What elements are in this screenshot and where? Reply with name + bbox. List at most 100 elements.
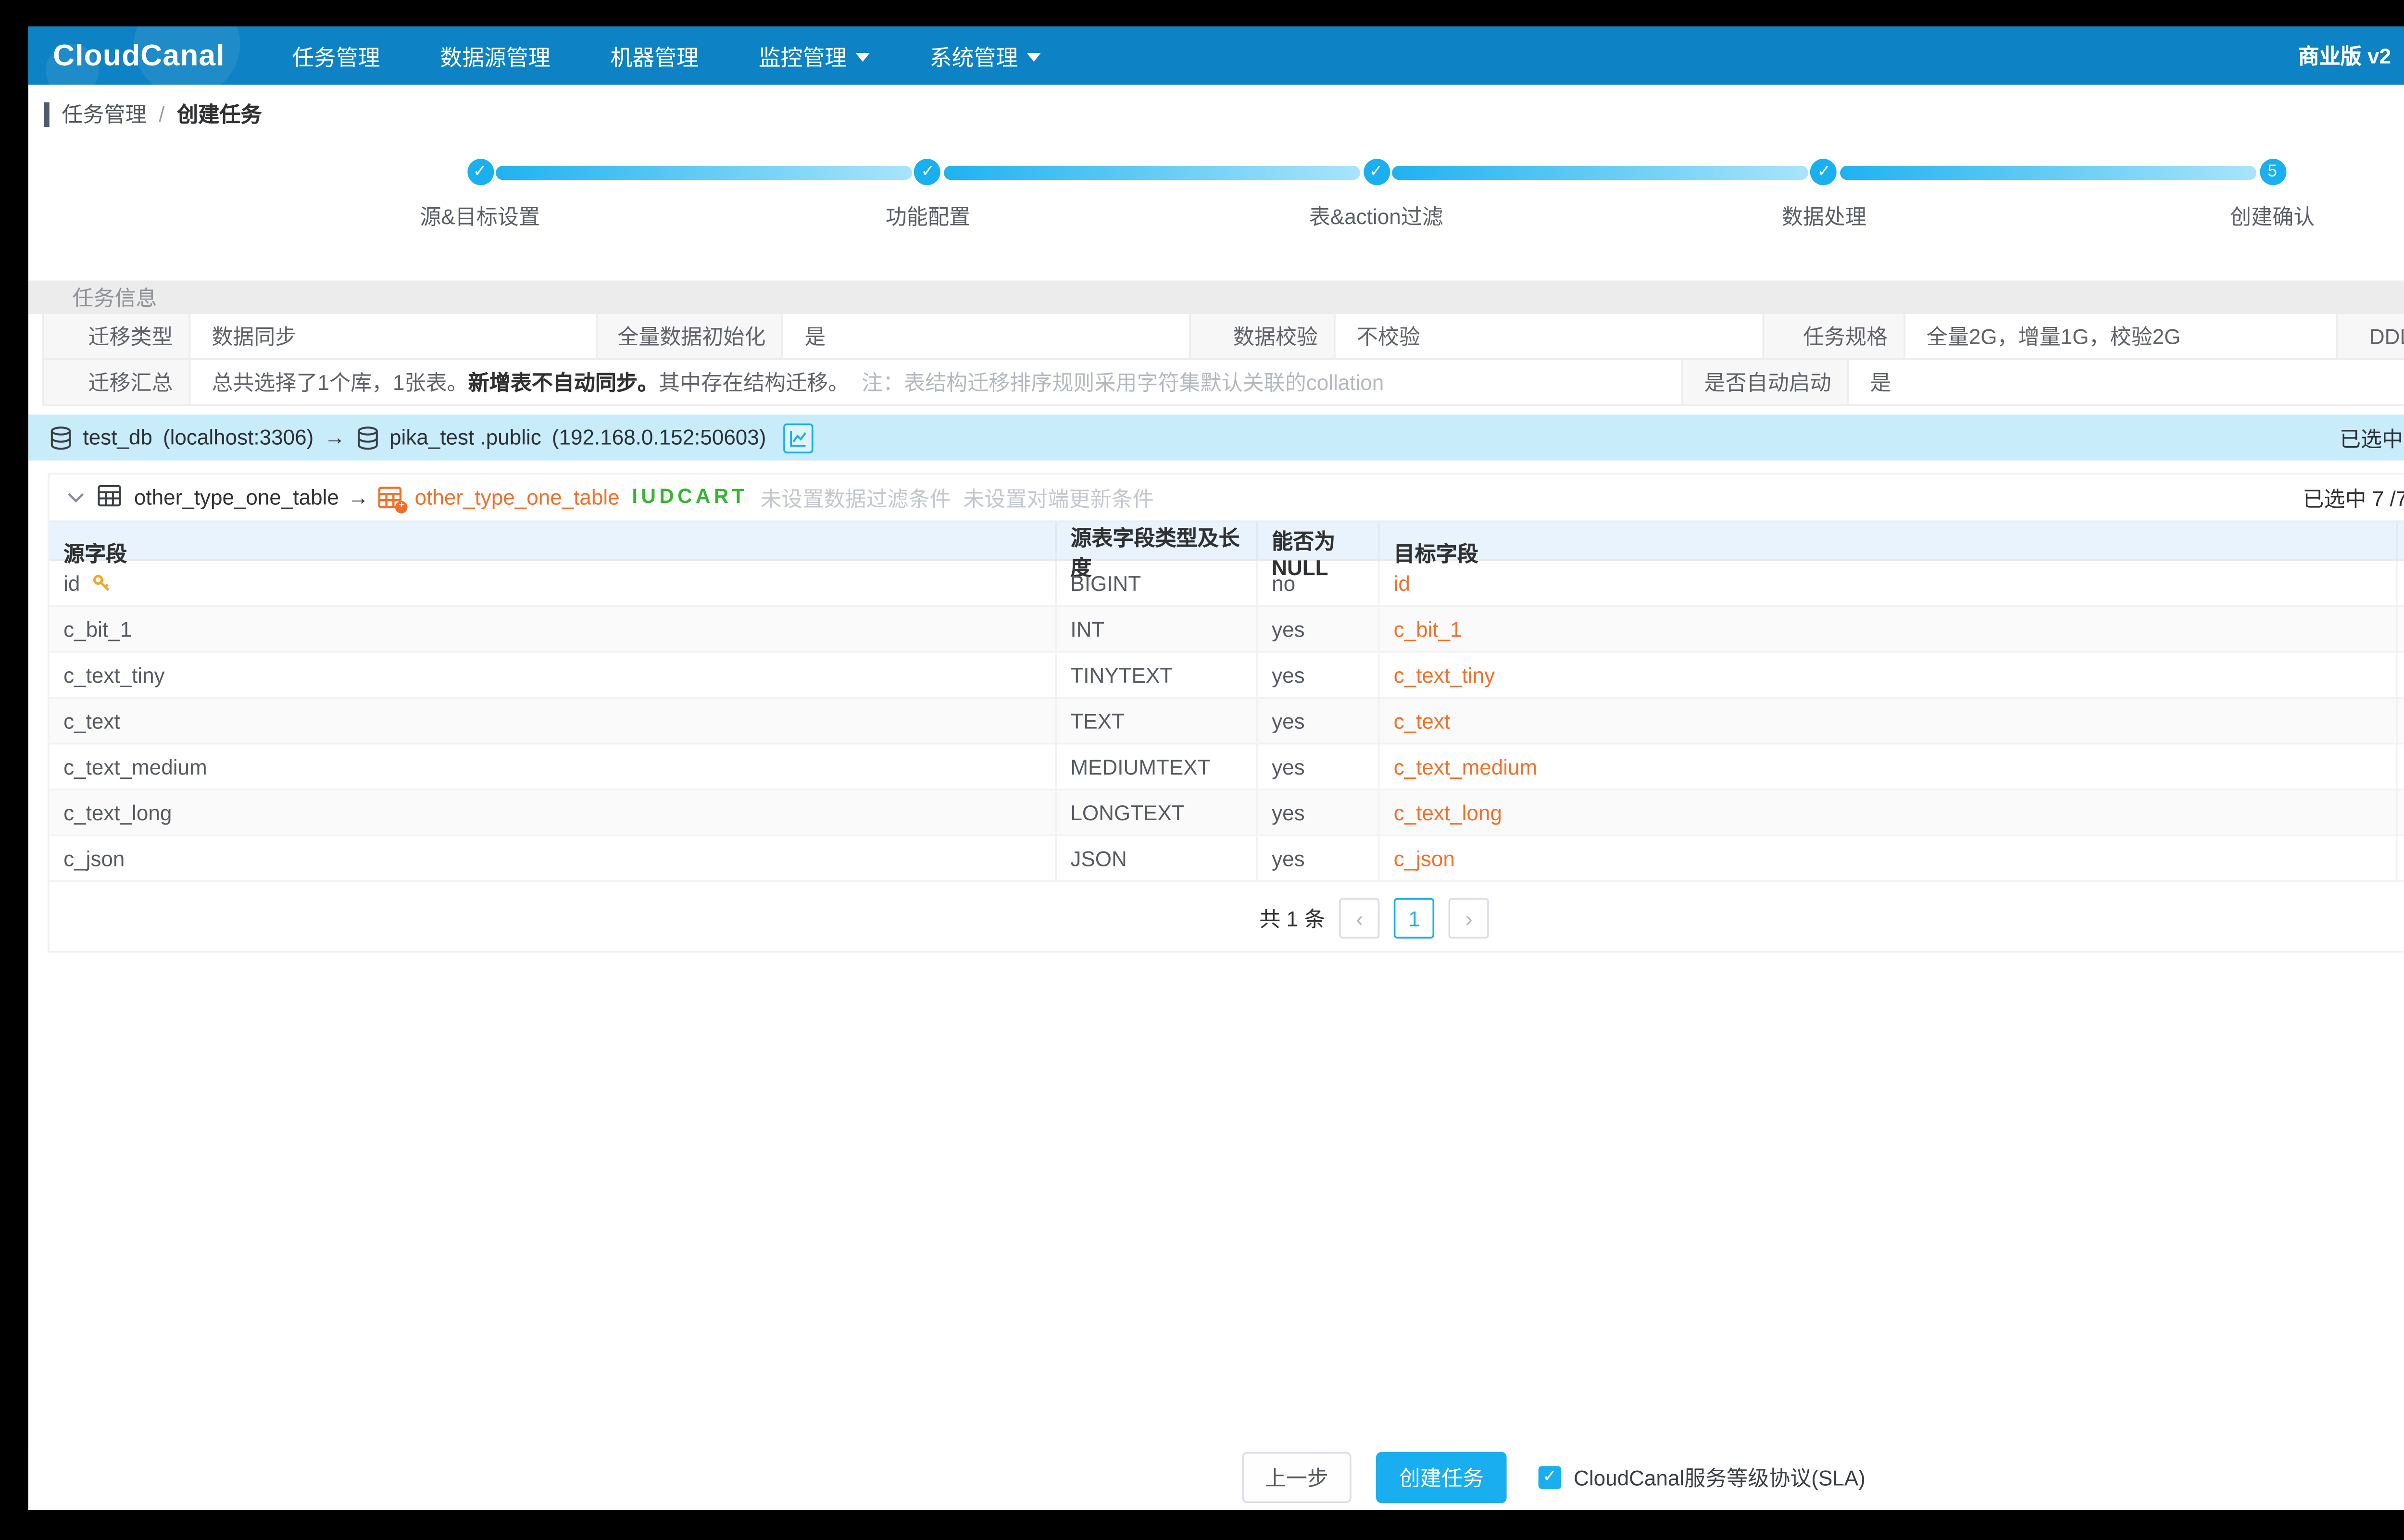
cell-source-field: c_text_long <box>50 790 1056 835</box>
cell-source-field: c_text_tiny <box>50 652 1056 697</box>
field-value: 是 <box>804 325 826 350</box>
arrow-right: → <box>324 425 346 450</box>
target-db-name: pika_test .public <box>389 425 541 450</box>
cell-source-type: JSON <box>1056 836 1258 880</box>
field-label: 数据校验 <box>1189 314 1336 358</box>
create-task-button[interactable]: 创建任务 <box>1376 1451 1507 1502</box>
table-mapping-card: other_type_one_table → + other_type_one_… <box>48 473 2404 953</box>
step-source-target[interactable]: ✓ 源&目标设置 <box>356 159 603 231</box>
cell-source-type: LONGTEXT <box>1056 790 1258 835</box>
step-connector <box>496 165 912 179</box>
step-create-confirm[interactable]: 5 创建确认 <box>2149 159 2396 231</box>
breadcrumb-parent[interactable]: 任务管理 <box>62 102 147 127</box>
task-info-section-header: 任务信息 <box>28 280 2404 314</box>
collapse-chevron-icon[interactable] <box>67 492 85 503</box>
current-page-button[interactable]: 1 <box>1394 898 1435 939</box>
source-db-name: test_db <box>83 425 152 450</box>
cell-source-type: TEXT <box>1056 699 1258 743</box>
previous-step-button[interactable]: 上一步 <box>1242 1451 1352 1502</box>
step-check-icon: ✓ <box>466 159 493 186</box>
cell-target-type: TEXT <box>2397 744 2404 789</box>
table-row: c_text_medium MEDIUMTEXT yes c_text_medi… <box>49 744 2404 790</box>
chevron-down-icon <box>1027 53 1041 62</box>
database-icon <box>50 424 73 451</box>
cell-target-type: INTEGER <box>2397 607 2404 651</box>
sync-actions-badge: IUDCART <box>632 487 748 508</box>
cell-target-field: c_text_long <box>1379 790 2397 835</box>
field-table-header: 源字段 源表字段类型及长度 能否为NULL 目标字段 目标表字段类型及长度 能否… <box>49 520 2404 582</box>
col-header-target-field: 目标字段 <box>1379 522 2397 582</box>
nav-item-task-mgmt[interactable]: 任务管理 <box>292 39 380 73</box>
chevron-down-icon <box>855 53 870 62</box>
breadcrumb: 任务管理 / 创建任务 <box>44 99 2404 128</box>
step-connector <box>1392 165 1808 179</box>
navbar-right: 商业版 v2 寻求帮助 ? zyl <box>2298 38 2404 73</box>
target-db-address: (192.168.0.152:50603) <box>551 425 766 450</box>
cell-target-field: id <box>1379 561 2397 605</box>
step-check-icon: ✓ <box>1363 159 1390 186</box>
stats-text: 已选中 7 /7个列，待创建 <box>2303 486 2404 511</box>
structure-migration-icon[interactable] <box>784 422 814 453</box>
source-field-name: c_text_medium <box>63 754 207 779</box>
field-mapping-table: 源字段 源表字段类型及长度 能否为NULL 目标字段 目标表字段类型及长度 能否… <box>49 520 2404 882</box>
stats-text: 已选中 <box>2339 426 2404 451</box>
source-field-name: c_text <box>63 708 120 733</box>
cell-target-type: TEXT <box>2397 790 2404 835</box>
cell-source-null: yes <box>1258 836 1380 880</box>
cell-source-null: no <box>1258 561 1380 605</box>
cell-source-field: c_text_medium <box>50 744 1056 789</box>
edition-badge: 商业版 v2 <box>2298 44 2391 69</box>
cell-source-field: c_text <box>50 699 1056 743</box>
nav-item-system-mgmt[interactable]: 系统管理 <box>930 39 1041 73</box>
step-label: 数据处理 <box>1781 204 1867 230</box>
cell-target-type: BIGINT <box>2397 561 2404 605</box>
target-table-name: other_type_one_table <box>414 485 620 510</box>
summary-note: 注：表结构迁移排序规则采用字符集默认关联的collation <box>862 370 1384 395</box>
target-update-note: 未设置对端更新条件 <box>963 486 1154 511</box>
step-number: 5 <box>2259 159 2286 186</box>
step-label: 创建确认 <box>2230 204 2315 230</box>
target-table-icon: + <box>378 485 408 513</box>
col-header-source-type: 源表字段类型及长度 <box>1056 522 1258 582</box>
source-db-address: (localhost:3306) <box>163 425 314 450</box>
next-page-button[interactable]: › <box>1449 898 1490 939</box>
sla-agreement: ✓ CloudCanal服务等级协议(SLA) <box>1538 1462 1866 1491</box>
app-logo: CloudCanal <box>53 38 225 72</box>
sla-checkbox[interactable]: ✓ <box>1538 1465 1562 1489</box>
task-info-row: 迁移类型 数据同步 全量数据初始化 是 数据校验 不校验 任务规格 全量2G，增… <box>42 314 2404 360</box>
nav-item-machine-mgmt[interactable]: 机器管理 <box>611 39 699 73</box>
step-table-action-filter[interactable]: ✓ 表&action过滤 <box>1252 159 1500 231</box>
table-row: c_text_tiny TINYTEXT yes c_text_tiny TEX… <box>49 652 2404 699</box>
pagination-total: 共 1 条 <box>1259 907 1326 932</box>
page-title: 创建任务 <box>177 102 262 127</box>
source-field-name: c_bit_1 <box>63 616 132 641</box>
decor-bubble <box>134 26 240 85</box>
nav-item-datasource-mgmt[interactable]: 数据源管理 <box>440 39 550 73</box>
step-connector <box>944 165 1360 179</box>
table-row: id BIGINT no id BIGINT no <box>49 561 2404 607</box>
step-function-config[interactable]: ✓ 功能配置 <box>804 159 1052 231</box>
source-field-name: c_text_tiny <box>63 662 165 688</box>
field-value: 数据同步 <box>212 325 297 350</box>
nav-item-monitor-mgmt[interactable]: 监控管理 <box>759 39 870 73</box>
task-info-table: 迁移类型 数据同步 全量数据初始化 是 数据校验 不校验 任务规格 全量2G，增… <box>42 314 2404 406</box>
prev-page-button[interactable]: ‹ <box>1339 898 1380 939</box>
table-selection-stats: 已选中1/11张表，待创建1，存在映射0 <box>2340 423 2404 452</box>
cell-source-type: MEDIUMTEXT <box>1056 744 1258 789</box>
step-data-processing[interactable]: ✓ 数据处理 <box>1701 159 1948 231</box>
col-header-source-null: 能否为NULL <box>1258 522 1380 582</box>
table-row: c_text TEXT yes c_text TEXT yes <box>49 699 2404 745</box>
cell-source-null: yes <box>1258 744 1380 789</box>
step-label: 表&action过滤 <box>1309 204 1443 230</box>
nav-item-label: 监控管理 <box>758 46 847 71</box>
breadcrumb-separator: / <box>159 101 165 126</box>
field-label: DDL同步策略 <box>2336 314 2404 358</box>
summary-text: 总共选择了1个库，1张表。 <box>212 370 468 395</box>
step-check-icon: ✓ <box>914 159 941 186</box>
source-field-name: c_text_long <box>63 800 172 825</box>
cell-source-type: TINYTEXT <box>1056 652 1258 697</box>
footer-action-bar: 上一步 创建任务 ✓ CloudCanal服务等级协议(SLA) <box>28 1448 2404 1505</box>
nav-item-label: 任务管理 <box>292 46 380 71</box>
field-label: 是否自动启动 <box>1681 360 1849 404</box>
